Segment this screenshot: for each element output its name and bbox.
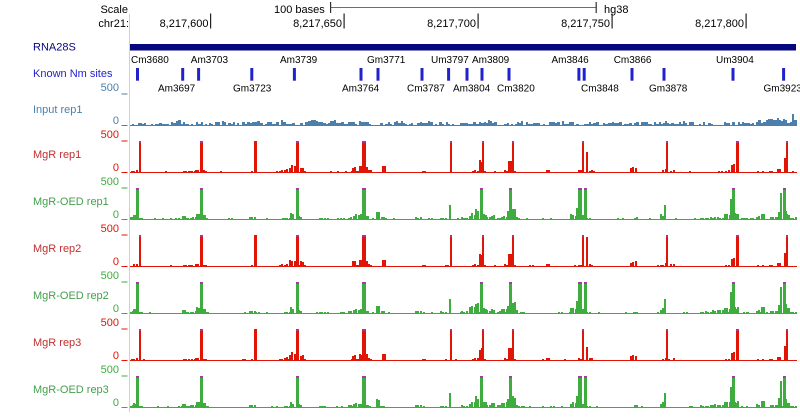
svg-text:Known Nm sites: Known Nm sites	[33, 68, 113, 80]
svg-text:500: 500	[101, 223, 119, 235]
svg-text:500: 500	[101, 317, 119, 329]
svg-text:8,217,650: 8,217,650	[293, 18, 342, 30]
svg-text:Cm3848: Cm3848	[581, 84, 619, 95]
svg-text:Gm3923: Gm3923	[764, 84, 800, 95]
svg-text:8,217,750: 8,217,750	[561, 18, 610, 30]
svg-text:0: 0	[113, 209, 119, 221]
svg-text:chr21:: chr21:	[98, 18, 129, 30]
svg-text:Scale: Scale	[100, 4, 128, 16]
svg-text:0: 0	[113, 162, 119, 174]
svg-text:0: 0	[113, 256, 119, 268]
svg-text:Cm3680: Cm3680	[131, 55, 169, 66]
svg-text:MgR-OED rep3: MgR-OED rep3	[33, 384, 109, 396]
svg-text:Am3804: Am3804	[453, 84, 491, 95]
svg-text:Cm3866: Cm3866	[614, 55, 652, 66]
svg-text:Cm3820: Cm3820	[497, 84, 535, 95]
svg-text:Am3703: Am3703	[191, 55, 229, 66]
svg-text:500: 500	[101, 176, 119, 188]
svg-text:Am3764: Am3764	[342, 84, 380, 95]
svg-text:Am3809: Am3809	[472, 55, 510, 66]
svg-text:Um3904: Um3904	[716, 55, 754, 66]
svg-text:500: 500	[101, 129, 119, 141]
svg-text:Um3797: Um3797	[431, 55, 469, 66]
svg-text:MgR rep2: MgR rep2	[33, 243, 81, 255]
svg-text:0: 0	[113, 115, 119, 127]
svg-text:0: 0	[113, 303, 119, 315]
svg-text:Gm3723: Gm3723	[233, 84, 272, 95]
svg-text:MgR-OED rep1: MgR-OED rep1	[33, 196, 109, 208]
svg-text:0: 0	[113, 350, 119, 362]
svg-text:hg38: hg38	[604, 4, 628, 16]
svg-text:MgR rep1: MgR rep1	[33, 149, 81, 161]
svg-text:500: 500	[101, 82, 119, 94]
svg-text:Gm3878: Gm3878	[649, 84, 688, 95]
svg-text:100 bases: 100 bases	[274, 4, 325, 16]
svg-text:8,217,800: 8,217,800	[695, 18, 744, 30]
svg-text:MgR rep3: MgR rep3	[33, 337, 81, 349]
svg-text:Am3846: Am3846	[552, 55, 590, 66]
svg-text:Am3697: Am3697	[158, 84, 196, 95]
svg-text:RNA28S: RNA28S	[33, 42, 76, 54]
svg-text:MgR-OED rep2: MgR-OED rep2	[33, 290, 109, 302]
svg-text:0: 0	[113, 397, 119, 409]
svg-text:Gm3771: Gm3771	[367, 55, 406, 66]
svg-text:500: 500	[101, 270, 119, 282]
svg-text:8,217,600: 8,217,600	[160, 18, 209, 30]
svg-text:Input rep1: Input rep1	[33, 104, 83, 116]
svg-text:Am3739: Am3739	[280, 55, 318, 66]
svg-text:500: 500	[101, 364, 119, 376]
svg-text:8,217,700: 8,217,700	[427, 18, 476, 30]
svg-text:Cm3787: Cm3787	[407, 84, 445, 95]
